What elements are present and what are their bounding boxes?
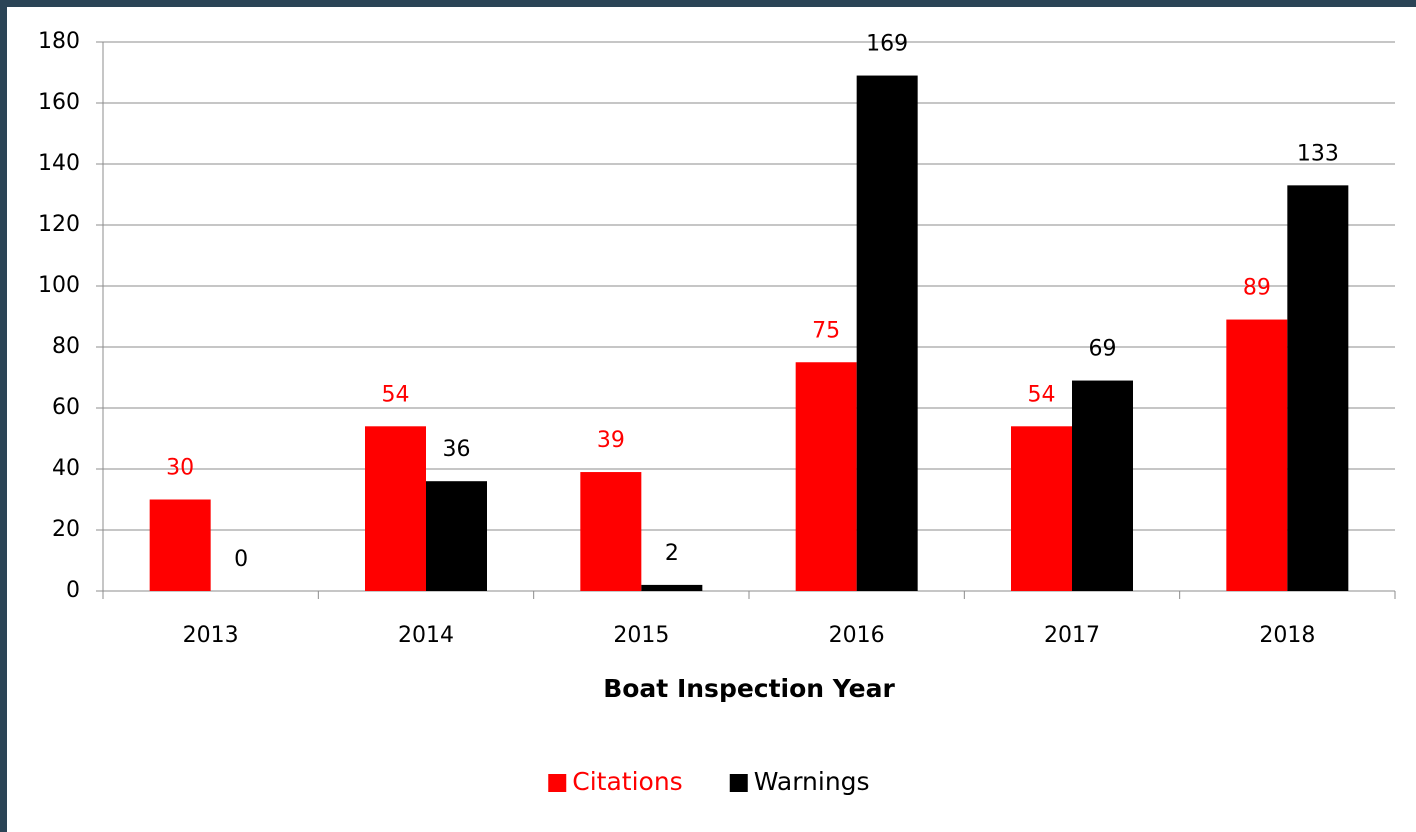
x-axis-title: Boat Inspection Year	[603, 674, 895, 703]
legend-label: Warnings	[754, 767, 870, 796]
bar	[1072, 380, 1133, 591]
data-label: 2	[665, 541, 679, 566]
bar	[1011, 426, 1072, 591]
bar	[795, 362, 857, 591]
legend-swatch	[548, 774, 567, 792]
data-label: 169	[866, 32, 908, 57]
y-tick-label: 60	[52, 395, 80, 420]
data-label: 69	[1089, 337, 1117, 362]
x-tick-label: 2018	[1259, 623, 1315, 648]
bar	[641, 584, 703, 591]
y-tick-label: 140	[38, 151, 80, 176]
y-tick-label: 0	[66, 578, 80, 603]
data-label: 54	[1028, 382, 1056, 407]
x-tick-label: 2013	[183, 623, 239, 648]
bar	[1287, 185, 1349, 591]
y-tick-label: 20	[52, 517, 80, 542]
y-tick-label: 120	[38, 212, 80, 237]
data-label: 75	[812, 318, 840, 343]
data-label: 30	[166, 456, 194, 481]
x-tick-label: 2015	[613, 623, 669, 648]
x-tick-label: 2017	[1044, 623, 1100, 648]
y-tick-label: 80	[52, 334, 80, 359]
y-tick-label: 180	[38, 29, 80, 54]
y-tick-label: 160	[38, 90, 80, 115]
bar	[856, 75, 918, 592]
y-tick-label: 40	[52, 456, 80, 481]
y-tick-label: 100	[38, 273, 80, 298]
data-label: 54	[382, 382, 410, 407]
data-label: 133	[1297, 141, 1339, 166]
bar	[580, 472, 642, 591]
data-label: 0	[234, 547, 248, 572]
data-label: 39	[597, 428, 625, 453]
chart-background	[7, 7, 1416, 832]
bar	[1226, 319, 1288, 591]
data-label: 89	[1243, 276, 1271, 301]
x-tick-label: 2016	[829, 623, 885, 648]
legend-label: Citations	[572, 767, 682, 796]
x-tick-label: 2014	[398, 623, 454, 648]
bar	[365, 426, 426, 591]
bar	[149, 499, 211, 591]
bar	[426, 481, 487, 591]
data-label: 36	[443, 437, 471, 462]
legend-swatch	[729, 774, 748, 792]
